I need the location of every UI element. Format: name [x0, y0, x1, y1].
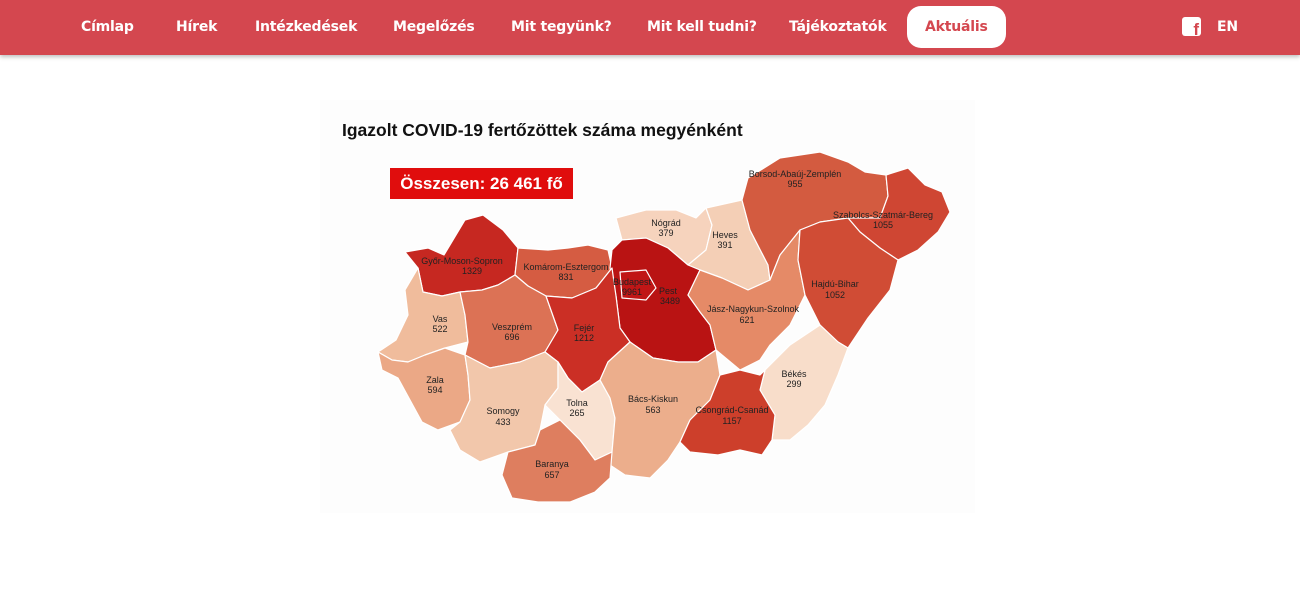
- county-label: Borsod-Abaúj-Zemplén: [749, 169, 842, 179]
- total-cases-box: Összesen: 26 461 fő: [390, 168, 573, 199]
- nav-mit-kell-tudni[interactable]: Mit kell tudni?: [647, 19, 757, 35]
- county-value: 391: [717, 240, 732, 250]
- county-label: Csongrád-Csanád: [695, 405, 768, 415]
- nav-megelozes[interactable]: Megelőzés: [393, 19, 475, 35]
- nav-cimlap[interactable]: Címlap: [81, 19, 134, 35]
- county-label: Baranya: [535, 459, 569, 469]
- nav-intezkedesek[interactable]: Intézkedések: [255, 19, 358, 35]
- top-navbar: Címlap Hírek Intézkedések Megelőzés Mit …: [0, 0, 1300, 55]
- county-label: Zala: [426, 375, 444, 385]
- county-value: 1212: [574, 333, 594, 343]
- county-label: Jász-Nagykun-Szolnok: [707, 304, 800, 314]
- nav-mit-tegyunk[interactable]: Mit tegyünk?: [511, 19, 612, 35]
- county-label: Pest: [659, 286, 678, 296]
- hungary-county-map: Győr-Moson-Sopron 1329 Komárom-Esztergom…: [377, 151, 951, 503]
- nav-tajekoztatok[interactable]: Tájékoztatók: [789, 19, 887, 35]
- county-label: Somogy: [486, 406, 520, 416]
- county-value: 1157: [722, 416, 741, 426]
- county-bacs-kiskun: [599, 341, 721, 479]
- county-label: Bács-Kiskun: [628, 394, 678, 404]
- county-value: 265: [569, 408, 584, 418]
- facebook-icon[interactable]: f: [1182, 17, 1201, 38]
- county-label: Budapest: [613, 277, 652, 287]
- county-label: Győr-Moson-Sopron: [421, 256, 503, 266]
- county-jasz-nagykun-szolnok: [687, 229, 806, 371]
- county-baranya: [501, 419, 613, 503]
- county-value: 299: [786, 379, 801, 389]
- county-label: Veszprém: [492, 322, 532, 332]
- county-value: 657: [544, 470, 559, 480]
- county-budapest: [619, 269, 657, 301]
- county-zala: [377, 347, 471, 431]
- county-value: 3489: [660, 296, 680, 306]
- county-value: 9961: [622, 287, 642, 297]
- county-value: 522: [432, 324, 447, 334]
- county-value: 563: [645, 405, 660, 415]
- nav-hirek[interactable]: Hírek: [176, 19, 218, 35]
- county-label: Hajdú-Bihar: [811, 279, 859, 289]
- county-value: 433: [495, 417, 510, 427]
- county-hajdu-bihar: [797, 217, 899, 349]
- nav-aktualis[interactable]: Aktuális: [907, 6, 1006, 48]
- county-label: Vas: [433, 314, 448, 324]
- county-value: 696: [504, 332, 519, 342]
- county-label: Komárom-Esztergom: [523, 262, 608, 272]
- county-label: Tolna: [566, 398, 588, 408]
- county-value: 955: [787, 179, 802, 189]
- county-label: Nógrád: [651, 218, 681, 228]
- county-value: 379: [658, 228, 673, 238]
- county-value: 831: [558, 272, 573, 282]
- county-label: Heves: [712, 230, 738, 240]
- county-value: 1052: [825, 290, 845, 300]
- map-title: Igazolt COVID-19 fertőzöttek száma megyé…: [342, 120, 743, 140]
- county-value: 594: [427, 385, 442, 395]
- county-label: Szabolcs-Szatmár-Bereg: [833, 210, 933, 220]
- county-csongrad-csanad: [679, 369, 776, 456]
- county-value: 1329: [462, 266, 482, 276]
- language-en-link[interactable]: EN: [1217, 19, 1238, 35]
- county-label: Fejér: [574, 323, 595, 333]
- county-szabolcs-szatmar-bereg: [847, 167, 951, 261]
- covid-county-map-image: Igazolt COVID-19 fertőzöttek száma megyé…: [320, 100, 975, 513]
- county-label: Békés: [781, 369, 807, 379]
- county-value: 621: [739, 315, 754, 325]
- county-value: 1055: [873, 220, 893, 230]
